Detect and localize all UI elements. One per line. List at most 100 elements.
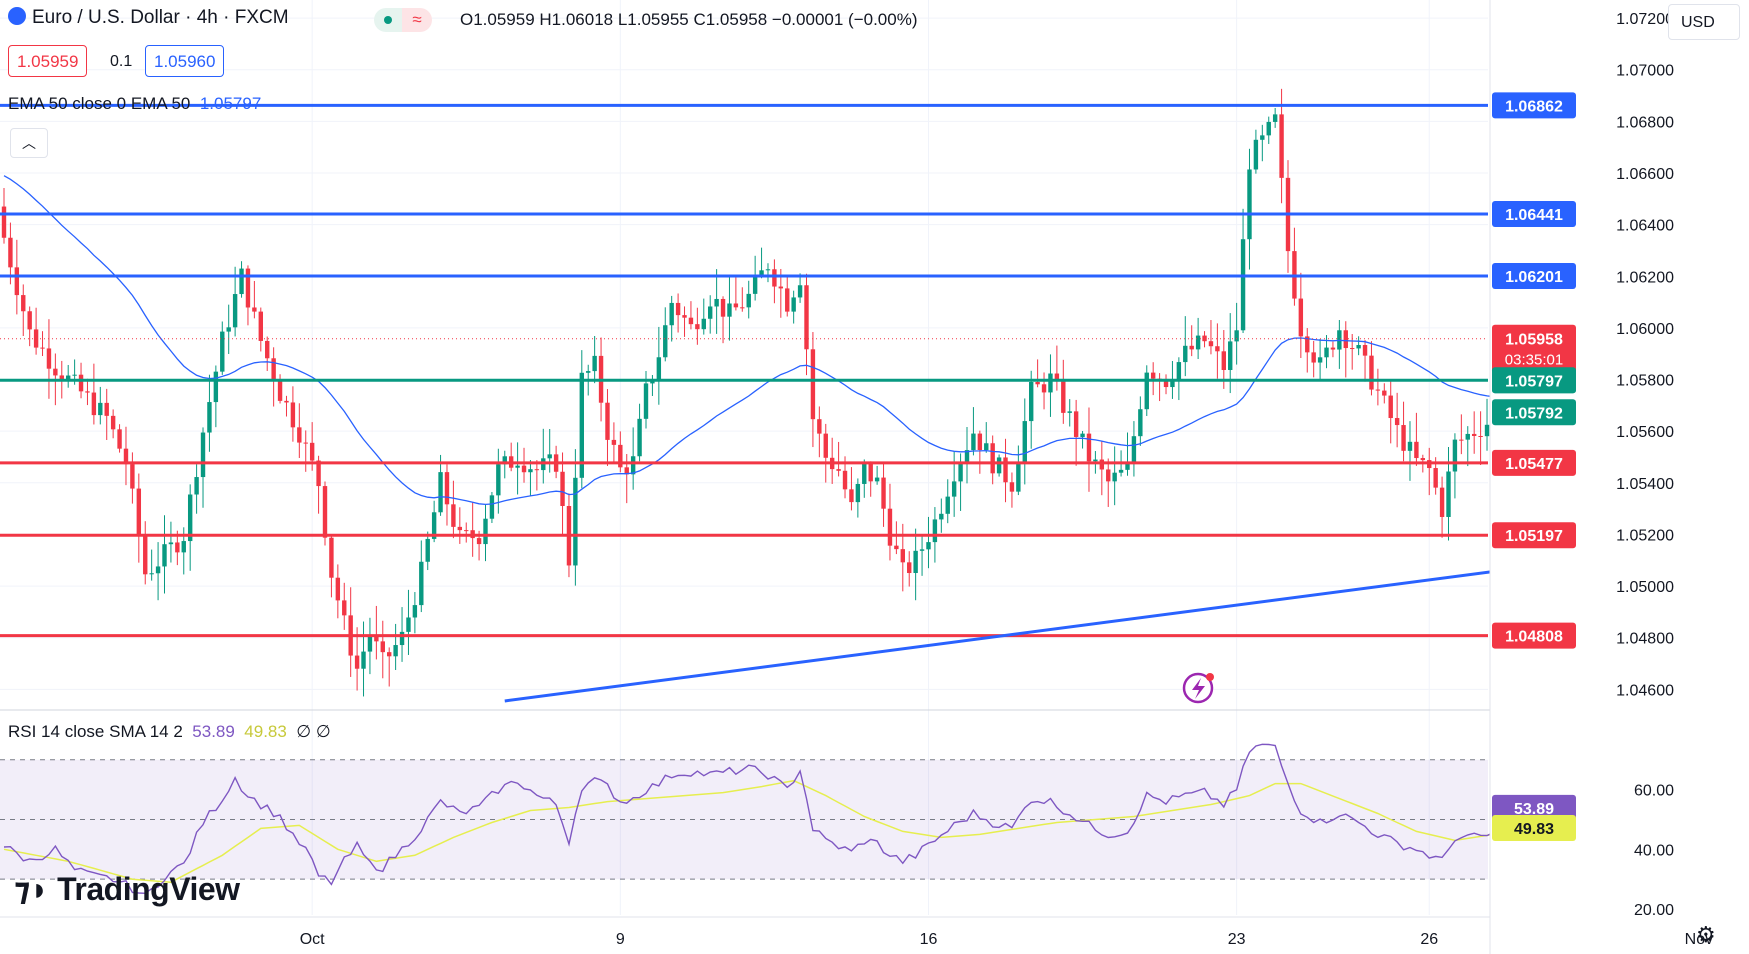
candle-body <box>759 270 764 276</box>
candle-body <box>380 641 385 653</box>
candle-body <box>483 518 488 545</box>
candle-body <box>194 477 199 495</box>
candle-body <box>1343 330 1348 349</box>
candle-body <box>419 561 424 606</box>
rsi-legend-value: 53.89 <box>192 722 235 741</box>
price-tick-label: 1.06600 <box>1616 166 1674 183</box>
candle-body <box>162 544 167 567</box>
candle-body <box>1118 469 1124 473</box>
candle-body <box>1125 463 1130 470</box>
candle-body <box>1420 458 1426 461</box>
chevron-up-icon: ︿ <box>22 135 36 151</box>
market-status-icon[interactable] <box>374 8 402 32</box>
candle-body <box>1439 487 1445 517</box>
candle-body <box>1260 135 1265 140</box>
symbol-title[interactable]: Euro / U.S. Dollar · 4h · FXCM <box>8 7 289 29</box>
candle-body <box>1317 357 1323 363</box>
candle-body <box>322 486 328 538</box>
candle-body <box>778 286 784 289</box>
candle-body <box>1112 472 1117 482</box>
collapse-legend-button[interactable]: ︿ <box>10 128 48 158</box>
candle-body <box>1041 384 1047 393</box>
candle-body <box>200 432 206 478</box>
candle-body <box>1144 372 1149 410</box>
candle-body <box>502 456 507 465</box>
price-tick-label: 1.05800 <box>1616 373 1674 390</box>
candle-body <box>245 268 251 308</box>
candle-body <box>1407 441 1413 451</box>
candle-body <box>990 443 995 474</box>
sell-button[interactable]: 1.05959 <box>8 45 88 77</box>
candle-body <box>1330 347 1336 350</box>
candle-body <box>810 349 816 420</box>
rsi-axis-label-bg <box>1492 794 1576 821</box>
candle-body <box>695 324 700 330</box>
candle-body <box>1080 433 1085 437</box>
candle-body <box>1324 347 1329 358</box>
candle-body <box>611 439 617 445</box>
candle-body <box>586 371 591 373</box>
candle-body <box>1311 352 1316 363</box>
candle-body <box>630 456 636 475</box>
ema-legend[interactable]: EMA 50 close 0 EMA 50 1.05797 <box>8 94 262 113</box>
candle-body <box>823 433 828 458</box>
price-tick-label: 1.06800 <box>1616 114 1674 131</box>
candle-body <box>945 496 950 514</box>
candle-body <box>72 374 77 376</box>
rsi-tick-label: 40.00 <box>1634 842 1674 859</box>
candle-body <box>579 372 584 478</box>
candle-body <box>316 460 321 487</box>
candle-body <box>521 465 527 473</box>
candle-body <box>14 267 20 296</box>
axis-level-label-bg <box>1492 201 1576 228</box>
candle-body <box>720 298 726 317</box>
candle-body <box>399 631 405 646</box>
rsi-legend[interactable]: RSI 14 close SMA 14 2 53.89 49.83 ∅ ∅ <box>8 722 331 741</box>
axis-level-label-bg <box>1492 522 1576 549</box>
candle-body <box>1240 239 1246 331</box>
rsi-line <box>3 743 1725 895</box>
time-tick-label: 16 <box>920 931 938 948</box>
candle-body <box>842 470 848 490</box>
candle-body <box>1221 351 1226 370</box>
last-price-tag-bg <box>1492 324 1576 373</box>
candle-body <box>1150 372 1156 379</box>
candle-body <box>387 652 392 657</box>
candle-body <box>1215 346 1220 352</box>
candle-body <box>907 562 912 574</box>
delayed-data-icon[interactable]: ≈ <box>402 8 432 32</box>
candle-body <box>1484 424 1490 437</box>
candle-body <box>740 307 745 309</box>
candle-body <box>78 374 84 392</box>
candle-body <box>663 325 668 358</box>
axis-level-label-bg <box>1492 92 1576 119</box>
currency-selector[interactable]: USD <box>1668 4 1740 40</box>
candle-body <box>1035 381 1040 385</box>
candle-body <box>1234 330 1239 342</box>
candle-body <box>862 463 867 484</box>
candle-body <box>855 483 861 503</box>
globe-icon <box>8 7 26 25</box>
buy-button[interactable]: 1.05960 <box>145 45 225 77</box>
candle-body <box>560 471 565 506</box>
candle-body <box>265 340 270 359</box>
candle-body <box>1394 418 1400 426</box>
candle-body <box>881 477 886 509</box>
candle-body <box>868 463 873 482</box>
candle-body <box>727 303 732 317</box>
candle-body <box>98 402 103 416</box>
candle-body <box>534 469 540 471</box>
candle-body <box>1067 411 1072 413</box>
rsi-sma-legend-value: 49.83 <box>244 722 287 741</box>
ema-axis-label-2: 1.05792 <box>1505 405 1563 422</box>
candle-body <box>1471 433 1477 436</box>
rsi-sma-axis-label: 49.83 <box>1514 821 1554 838</box>
candle-body <box>361 651 366 669</box>
candle-body <box>40 347 45 349</box>
candle-body <box>457 526 463 531</box>
price-tick-label: 1.04600 <box>1616 682 1674 699</box>
candle-body <box>444 472 450 505</box>
candle-body <box>21 295 26 312</box>
settings-icon[interactable]: ⚙ <box>1696 922 1716 947</box>
